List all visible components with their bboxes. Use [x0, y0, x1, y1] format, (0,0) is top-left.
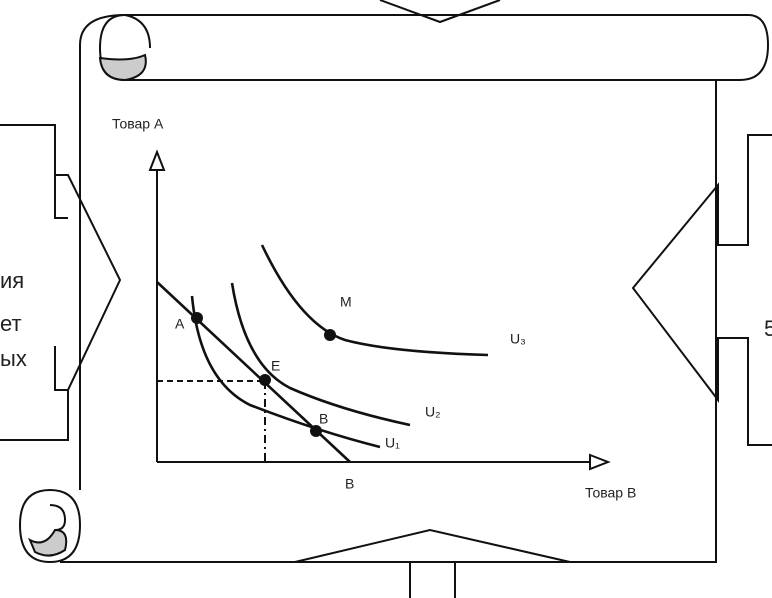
right-arrow: [631, 134, 772, 446]
right-text: 5: [764, 316, 772, 341]
left-arrow: [0, 124, 122, 441]
x-axis-label: Товар В: [585, 485, 636, 501]
point-label: E: [271, 358, 280, 374]
scroll-curl-shade: [28, 528, 68, 557]
scroll-curl-inner: [49, 504, 67, 531]
scroll-top: [125, 14, 770, 81]
curve-label: U₃: [510, 331, 526, 347]
curve-u3: [260, 244, 489, 357]
y-axis-label: Товар А: [112, 116, 164, 132]
left-text: ет: [0, 311, 22, 336]
curve-u1: [190, 295, 381, 449]
left-text: ия: [0, 268, 24, 293]
left-text: ых: [0, 346, 27, 371]
left-arrow-notch: [54, 175, 68, 391]
point: [310, 425, 322, 437]
scroll-right: [60, 80, 717, 563]
point: [191, 312, 203, 324]
scroll-left: [79, 14, 126, 490]
x-axis-arrow: [589, 453, 611, 471]
point: [324, 329, 336, 341]
intercept-label: B: [345, 476, 354, 492]
scroll-roll-inner: [124, 14, 151, 49]
curve-label: U₂: [425, 404, 441, 420]
curve-u2: [230, 282, 411, 427]
curve-label: U₁: [385, 435, 400, 451]
point-label: M: [340, 294, 352, 310]
point-label: A: [175, 316, 185, 332]
top-arrow: [379, 0, 501, 24]
bottom-arrow: [294, 528, 571, 598]
point: [259, 374, 271, 386]
y-axis-arrow: [148, 149, 166, 171]
budget-line: [156, 281, 351, 463]
scroll-roll-shade: [98, 53, 147, 82]
point-label: B: [319, 411, 328, 427]
